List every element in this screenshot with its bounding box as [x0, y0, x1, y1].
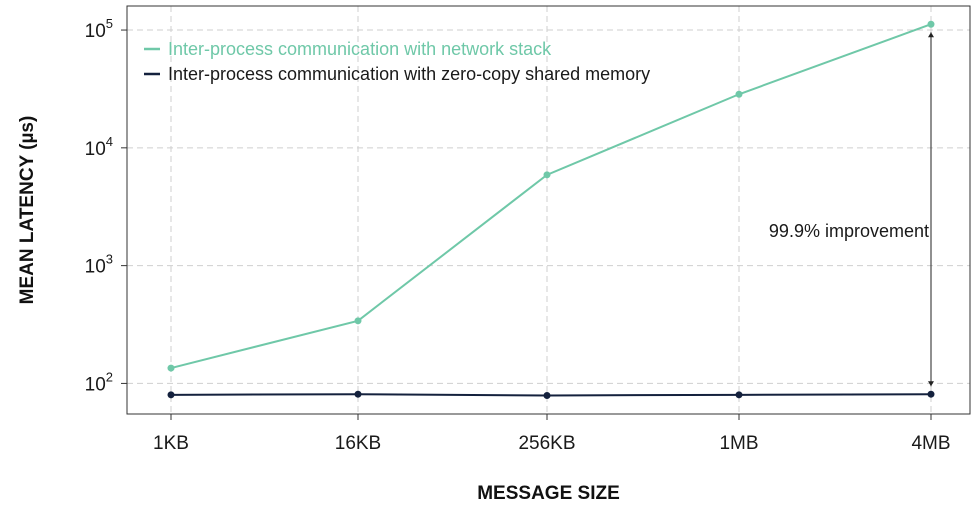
x-tick-label: 16KB — [335, 433, 381, 454]
x-tick-label: 4MB — [911, 433, 950, 454]
x-tick-label: 1MB — [719, 433, 758, 454]
legend-label: Inter-process communication with zero-co… — [168, 64, 650, 84]
data-point — [735, 391, 743, 399]
y-tick-label: 105 — [85, 16, 113, 42]
plot-frame — [126, 5, 971, 415]
data-point — [543, 171, 551, 179]
y-tick-base: 10 — [85, 257, 106, 278]
y-tick-exponent: 2 — [106, 369, 113, 384]
data-point — [354, 317, 362, 325]
y-tick-label: 103 — [85, 252, 113, 278]
data-point — [167, 364, 175, 372]
y-tick-label: 104 — [85, 134, 113, 160]
x-axis-title: MESSAGE SIZE — [477, 483, 620, 504]
legend-label: Inter-process communication with network… — [168, 39, 552, 59]
x-ticks: 1KB 16KB 256KB 1MB 4MB — [153, 414, 951, 454]
y-tick-label: 102 — [85, 369, 113, 395]
y-tick-base: 10 — [85, 139, 106, 160]
y-tick-exponent: 3 — [106, 252, 113, 267]
data-point — [167, 391, 175, 399]
annotation: 99.9% improvement — [769, 32, 934, 387]
data-point — [735, 90, 743, 98]
data-point — [927, 390, 935, 398]
data-point — [543, 391, 551, 399]
annotation-arrow-down — [928, 381, 934, 387]
y-tick-base: 10 — [85, 374, 106, 395]
data-point — [354, 390, 362, 398]
data-point — [927, 20, 935, 28]
series-group — [167, 20, 935, 399]
y-tick-base: 10 — [85, 21, 106, 42]
annotation-arrow-up — [928, 32, 934, 38]
annotation-label: 99.9% improvement — [769, 221, 929, 241]
y-tick-exponent: 5 — [106, 16, 113, 31]
legend: Inter-process communication with network… — [144, 39, 650, 84]
series-line-1 — [170, 393, 932, 397]
x-tick-label: 1KB — [153, 433, 189, 454]
y-axis-title: MEAN LATENCY (µs) — [17, 116, 38, 305]
x-tick-label: 256KB — [518, 433, 575, 454]
y-tick-exponent: 4 — [106, 134, 113, 149]
